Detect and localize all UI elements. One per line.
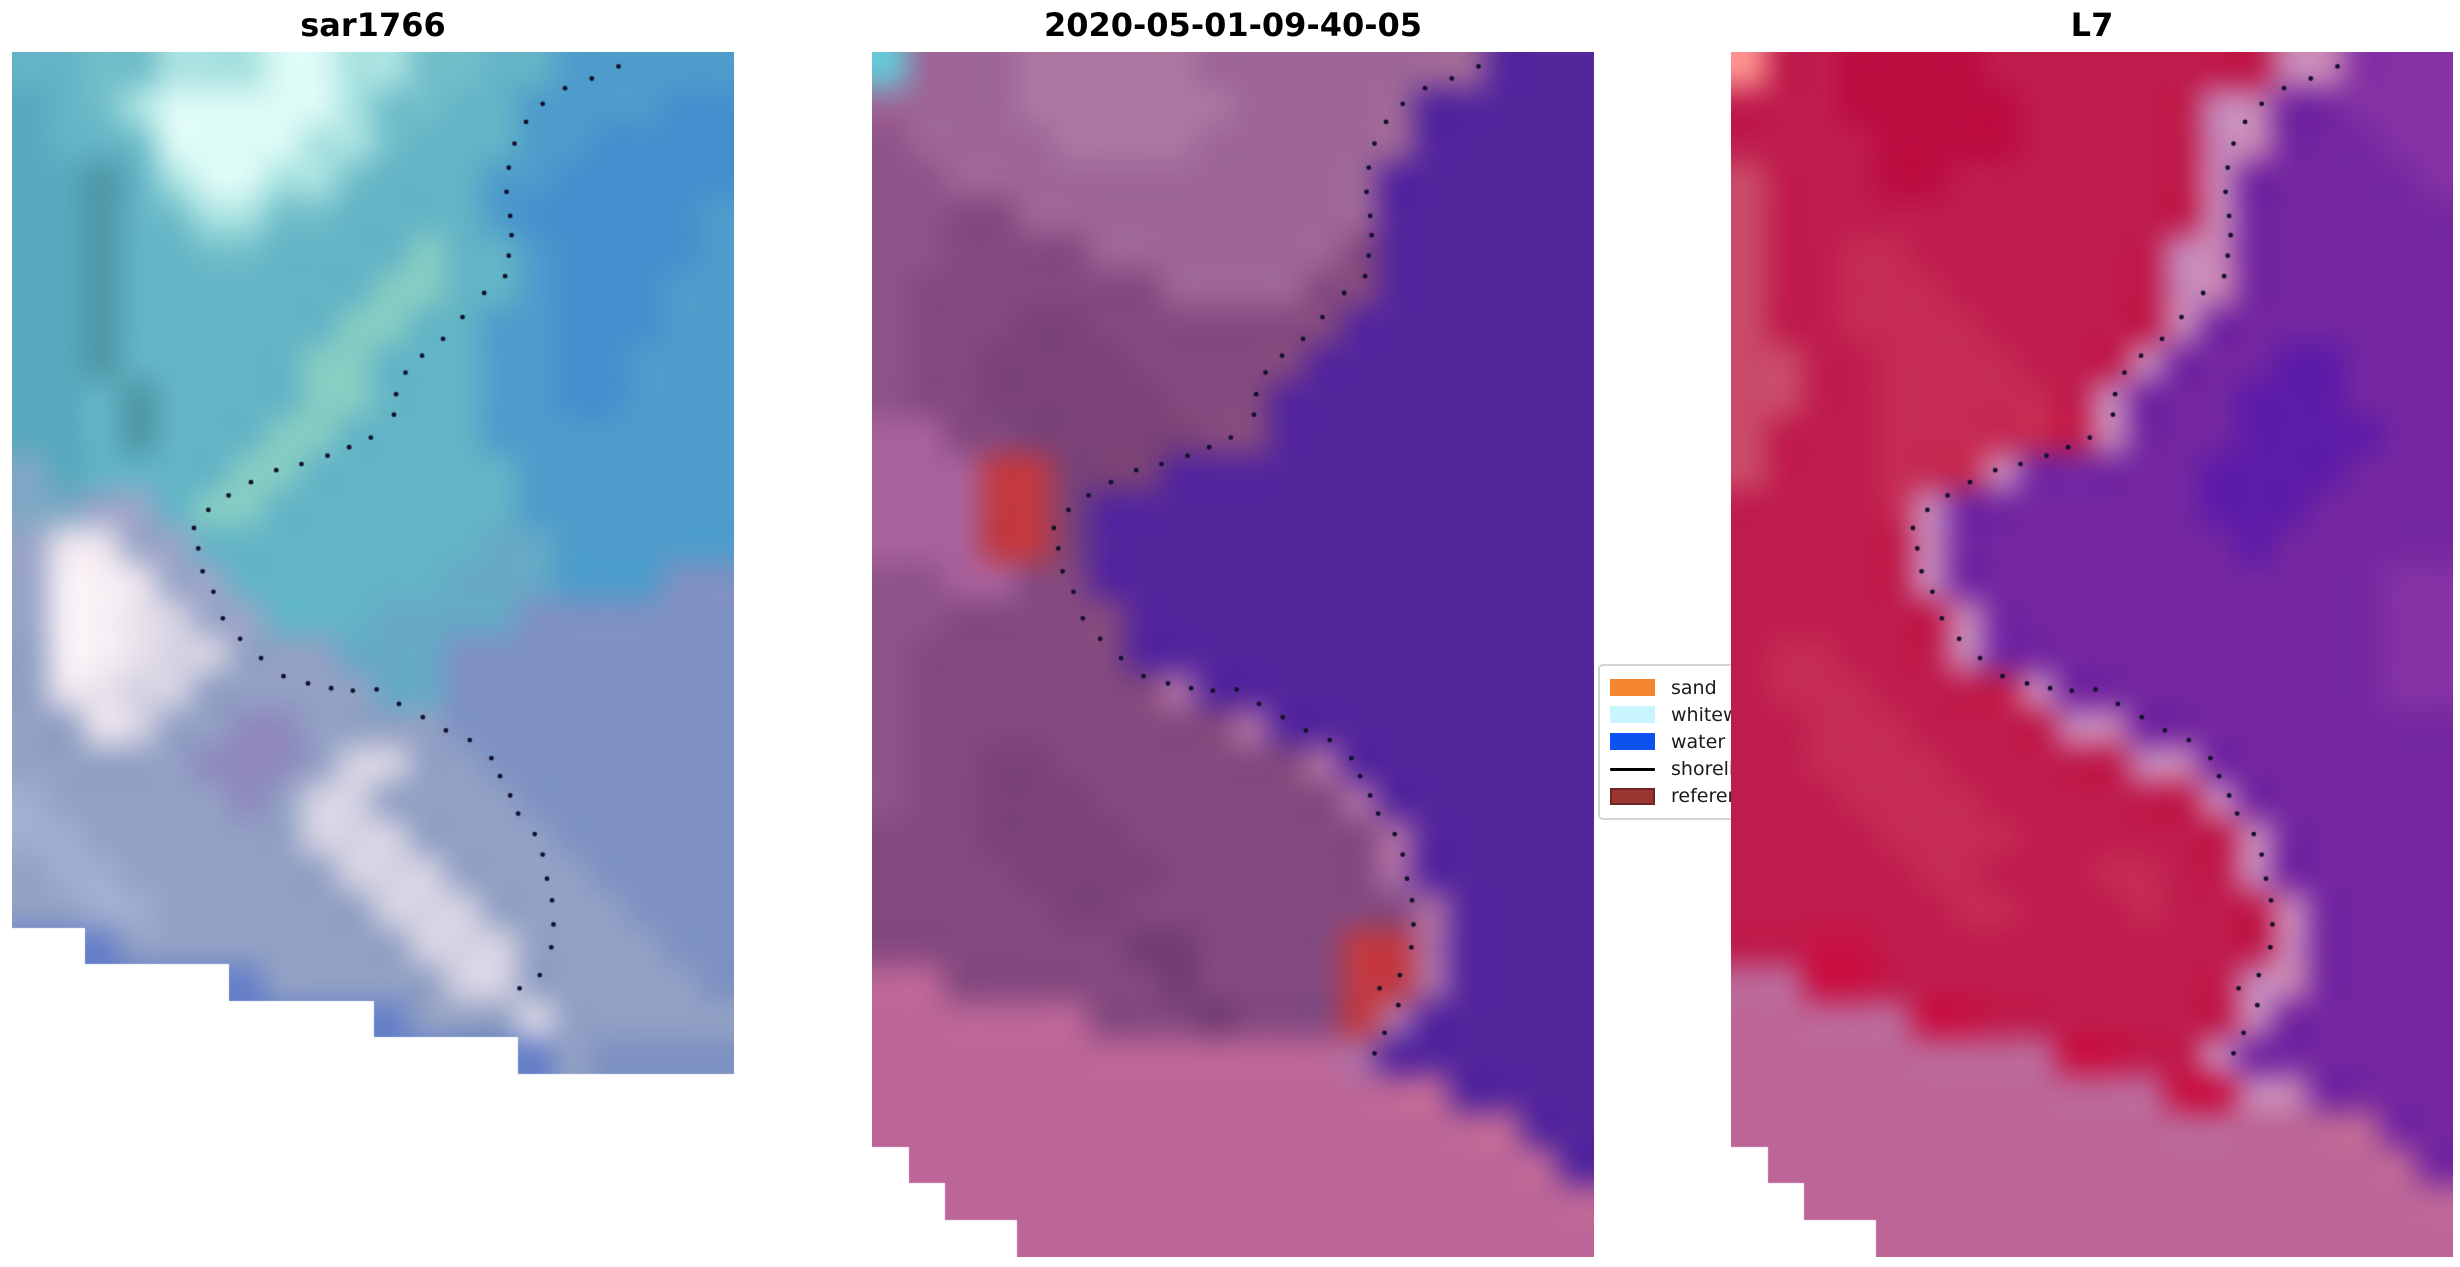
legend-label: whitewater bbox=[1671, 703, 1731, 726]
reference-swatch-icon bbox=[1610, 787, 1655, 805]
legend-box: sand whitewater water shoreline reference bbox=[1598, 664, 1731, 820]
legend-entry-whitewater: whitewater bbox=[1610, 701, 1731, 728]
legend-label: water bbox=[1671, 730, 1726, 753]
legend-label: sand bbox=[1671, 676, 1717, 699]
panel-image-l7 bbox=[1731, 52, 2453, 1257]
legend-entry-sand: sand bbox=[1610, 674, 1731, 701]
panel-title-date: 2020-05-01-09-40-05 bbox=[1043, 6, 1423, 44]
legend-entry-shoreline: shoreline bbox=[1610, 756, 1731, 783]
panel-image-date bbox=[872, 52, 1594, 1257]
legend-entry-reference: reference bbox=[1610, 783, 1731, 810]
shoreline-swatch-icon bbox=[1610, 767, 1655, 771]
legend-label: shoreline bbox=[1671, 758, 1731, 781]
legend: sand whitewater water shoreline reference bbox=[1598, 664, 1731, 824]
sand-swatch-icon bbox=[1610, 679, 1655, 697]
water-swatch-icon bbox=[1610, 733, 1655, 751]
panel-image-sar1766 bbox=[12, 52, 734, 1257]
panel-title-sar1766: sar1766 bbox=[300, 6, 446, 44]
legend-entry-water: water bbox=[1610, 728, 1731, 755]
panel-title-l7: L7 bbox=[2070, 6, 2114, 44]
whitewater-swatch-icon bbox=[1610, 706, 1655, 724]
legend-label: reference bbox=[1671, 785, 1731, 808]
